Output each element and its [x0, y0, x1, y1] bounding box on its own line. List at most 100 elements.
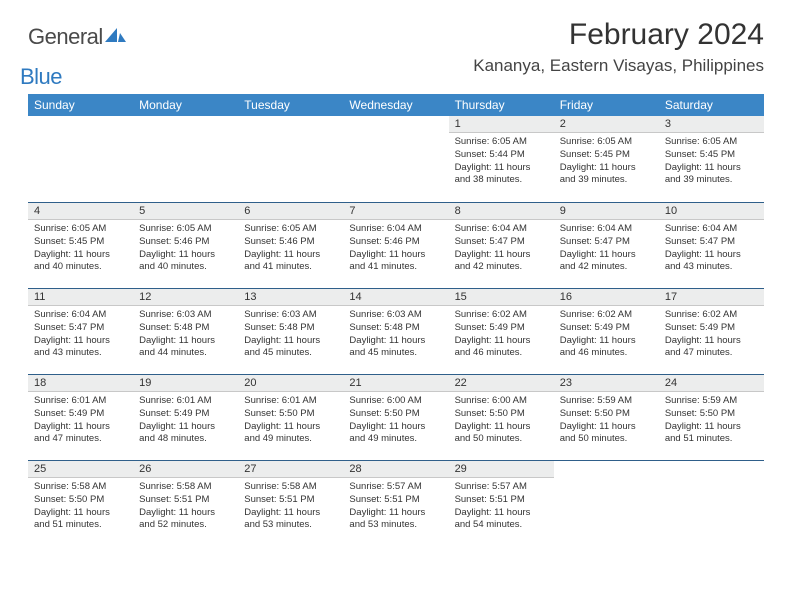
- day-details: Sunrise: 6:00 AMSunset: 5:50 PMDaylight:…: [449, 392, 554, 450]
- location-subtitle: Kananya, Eastern Visayas, Philippines: [473, 56, 764, 76]
- day-number: 1: [449, 116, 554, 133]
- brand-logo: General Blue: [28, 24, 127, 76]
- day-details: Sunrise: 6:01 AMSunset: 5:49 PMDaylight:…: [28, 392, 133, 450]
- day-details: Sunrise: 6:02 AMSunset: 5:49 PMDaylight:…: [554, 306, 659, 364]
- daylight-text: Daylight: 11 hours and 47 minutes.: [665, 335, 758, 361]
- daylight-text: Daylight: 11 hours and 50 minutes.: [560, 421, 653, 447]
- empty-daynum-bar: [343, 116, 448, 132]
- brand-text-1: General: [28, 24, 103, 49]
- daylight-text: Daylight: 11 hours and 39 minutes.: [665, 162, 758, 188]
- calendar-day-cell: 3Sunrise: 6:05 AMSunset: 5:45 PMDaylight…: [659, 116, 764, 202]
- sunset-text: Sunset: 5:50 PM: [244, 408, 337, 421]
- sunset-text: Sunset: 5:50 PM: [665, 408, 758, 421]
- sunset-text: Sunset: 5:46 PM: [349, 236, 442, 249]
- daylight-text: Daylight: 11 hours and 43 minutes.: [665, 249, 758, 275]
- day-details: Sunrise: 6:04 AMSunset: 5:47 PMDaylight:…: [449, 220, 554, 278]
- day-number: 6: [238, 202, 343, 220]
- sunset-text: Sunset: 5:50 PM: [560, 408, 653, 421]
- daylight-text: Daylight: 11 hours and 50 minutes.: [455, 421, 548, 447]
- day-number: 18: [28, 374, 133, 392]
- day-number: 4: [28, 202, 133, 220]
- sunset-text: Sunset: 5:48 PM: [349, 322, 442, 335]
- sunrise-text: Sunrise: 6:05 AM: [244, 223, 337, 236]
- day-details: Sunrise: 5:57 AMSunset: 5:51 PMDaylight:…: [343, 478, 448, 536]
- calendar-day-cell: 7Sunrise: 6:04 AMSunset: 5:46 PMDaylight…: [343, 202, 448, 288]
- day-number: 21: [343, 374, 448, 392]
- calendar-day-cell: 13Sunrise: 6:03 AMSunset: 5:48 PMDayligh…: [238, 288, 343, 374]
- empty-daynum-bar: [238, 116, 343, 132]
- sunrise-text: Sunrise: 6:00 AM: [455, 395, 548, 408]
- weekday-header: Wednesday: [343, 94, 448, 116]
- sunset-text: Sunset: 5:47 PM: [665, 236, 758, 249]
- calendar-day-cell: 11Sunrise: 6:04 AMSunset: 5:47 PMDayligh…: [28, 288, 133, 374]
- sunset-text: Sunset: 5:45 PM: [560, 149, 653, 162]
- daylight-text: Daylight: 11 hours and 46 minutes.: [455, 335, 548, 361]
- sunrise-text: Sunrise: 5:59 AM: [560, 395, 653, 408]
- sunset-text: Sunset: 5:47 PM: [560, 236, 653, 249]
- daylight-text: Daylight: 11 hours and 39 minutes.: [560, 162, 653, 188]
- sunset-text: Sunset: 5:50 PM: [455, 408, 548, 421]
- day-details: Sunrise: 6:05 AMSunset: 5:46 PMDaylight:…: [238, 220, 343, 278]
- weekday-header: Friday: [554, 94, 659, 116]
- day-details: Sunrise: 6:03 AMSunset: 5:48 PMDaylight:…: [133, 306, 238, 364]
- daylight-text: Daylight: 11 hours and 49 minutes.: [349, 421, 442, 447]
- daylight-text: Daylight: 11 hours and 49 minutes.: [244, 421, 337, 447]
- sunset-text: Sunset: 5:50 PM: [349, 408, 442, 421]
- empty-daynum-bar: [554, 460, 659, 477]
- sunset-text: Sunset: 5:48 PM: [139, 322, 232, 335]
- day-details: Sunrise: 5:58 AMSunset: 5:51 PMDaylight:…: [133, 478, 238, 536]
- day-details: Sunrise: 5:59 AMSunset: 5:50 PMDaylight:…: [554, 392, 659, 450]
- daylight-text: Daylight: 11 hours and 45 minutes.: [244, 335, 337, 361]
- day-details: Sunrise: 6:00 AMSunset: 5:50 PMDaylight:…: [343, 392, 448, 450]
- day-number: 27: [238, 460, 343, 478]
- sunset-text: Sunset: 5:49 PM: [665, 322, 758, 335]
- daylight-text: Daylight: 11 hours and 45 minutes.: [349, 335, 442, 361]
- day-number: 3: [659, 116, 764, 133]
- sunset-text: Sunset: 5:50 PM: [34, 494, 127, 507]
- calendar-header-row: SundayMondayTuesdayWednesdayThursdayFrid…: [28, 94, 764, 116]
- sunset-text: Sunset: 5:51 PM: [139, 494, 232, 507]
- daylight-text: Daylight: 11 hours and 40 minutes.: [139, 249, 232, 275]
- day-number: 17: [659, 288, 764, 306]
- day-details: Sunrise: 6:03 AMSunset: 5:48 PMDaylight:…: [238, 306, 343, 364]
- day-number: 7: [343, 202, 448, 220]
- calendar-day-cell: 24Sunrise: 5:59 AMSunset: 5:50 PMDayligh…: [659, 374, 764, 460]
- day-number: 11: [28, 288, 133, 306]
- sunset-text: Sunset: 5:46 PM: [139, 236, 232, 249]
- calendar-day-cell: 21Sunrise: 6:00 AMSunset: 5:50 PMDayligh…: [343, 374, 448, 460]
- sunrise-text: Sunrise: 6:03 AM: [349, 309, 442, 322]
- brand-sail-icon: [105, 31, 127, 48]
- day-details: Sunrise: 5:59 AMSunset: 5:50 PMDaylight:…: [659, 392, 764, 450]
- day-number: 13: [238, 288, 343, 306]
- day-number: 8: [449, 202, 554, 220]
- weekday-header: Tuesday: [238, 94, 343, 116]
- sunrise-text: Sunrise: 6:05 AM: [560, 136, 653, 149]
- sunrise-text: Sunrise: 5:57 AM: [349, 481, 442, 494]
- calendar-empty-cell: [554, 460, 659, 546]
- sunrise-text: Sunrise: 6:02 AM: [560, 309, 653, 322]
- sunset-text: Sunset: 5:45 PM: [34, 236, 127, 249]
- sunrise-text: Sunrise: 5:58 AM: [244, 481, 337, 494]
- day-details: Sunrise: 6:01 AMSunset: 5:49 PMDaylight:…: [133, 392, 238, 450]
- day-number: 5: [133, 202, 238, 220]
- calendar-day-cell: 23Sunrise: 5:59 AMSunset: 5:50 PMDayligh…: [554, 374, 659, 460]
- calendar-week-row: 4 Sunrise: 6:05 AM Sunset: 5:45 PM Daylight…: [28, 202, 764, 288]
- day-details: Sunrise: 6:02 AMSunset: 5:49 PMDaylight:…: [659, 306, 764, 364]
- sunrise-text: Sunrise: 6:05 AM: [139, 223, 232, 236]
- day-number: 20: [238, 374, 343, 392]
- day-details: Sunrise: 5:58 AMSunset: 5:51 PMDaylight:…: [238, 478, 343, 536]
- daylight-text: Daylight: 11 hours and 43 minutes.: [34, 335, 127, 361]
- calendar-table: SundayMondayTuesdayWednesdayThursdayFrid…: [28, 94, 764, 546]
- calendar-day-cell: 5 Sunrise: 6:05 AMSunset: 5:46 PMDaylight…: [133, 202, 238, 288]
- sunrise-text: Sunrise: 6:04 AM: [455, 223, 548, 236]
- title-block: February 2024 Kananya, Eastern Visayas, …: [473, 18, 764, 76]
- brand-text-2: Blue: [20, 64, 62, 89]
- sunrise-text: Sunrise: 6:01 AM: [34, 395, 127, 408]
- sunset-text: Sunset: 5:47 PM: [455, 236, 548, 249]
- sunset-text: Sunset: 5:49 PM: [455, 322, 548, 335]
- calendar-day-cell: 26Sunrise: 5:58 AMSunset: 5:51 PMDayligh…: [133, 460, 238, 546]
- day-number: 29: [449, 460, 554, 478]
- sunset-text: Sunset: 5:48 PM: [244, 322, 337, 335]
- day-number: 28: [343, 460, 448, 478]
- weekday-header: Monday: [133, 94, 238, 116]
